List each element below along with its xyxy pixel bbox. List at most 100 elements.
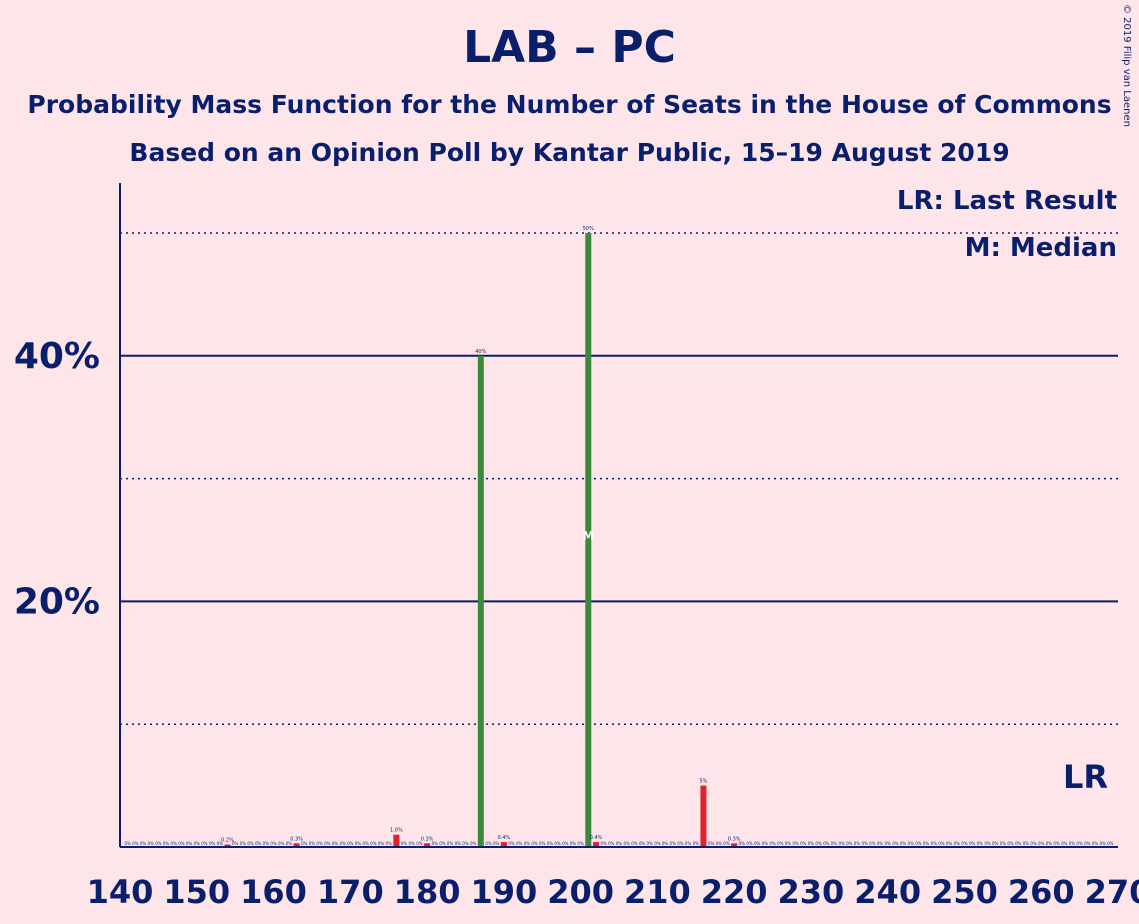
bar-label: 0% [931, 841, 938, 846]
bar-label: 0% [854, 841, 861, 846]
bar-label: 0% [616, 841, 623, 846]
bar-label: 0% [155, 841, 162, 846]
bar-label: 0% [969, 841, 976, 846]
bar-label: 0% [892, 841, 899, 846]
bar-label: 0% [1107, 841, 1114, 846]
bar-label: 0% [877, 841, 884, 846]
bar-label: 0% [148, 841, 155, 846]
bar-label: 0% [508, 841, 515, 846]
y-tick-label: 20% [14, 581, 100, 622]
bar [731, 843, 738, 847]
bar-label: 0% [132, 841, 139, 846]
bar-label: 0% [355, 841, 362, 846]
bar-label: 0% [977, 841, 984, 846]
bar-label: 0% [455, 841, 462, 846]
bar-label: 0% [900, 841, 907, 846]
x-tick-label: 210 [624, 873, 691, 911]
bar-label: 0% [1000, 841, 1007, 846]
bar-label: 0.3% [728, 836, 741, 842]
bar-label: 0% [577, 841, 584, 846]
bar-label: 0% [493, 841, 500, 846]
bar-label: 0% [339, 841, 346, 846]
bar-label: 0.4% [497, 835, 510, 841]
y-tick-label: 40% [14, 336, 100, 377]
bar-label: 0% [762, 841, 769, 846]
bar-label: 0% [861, 841, 868, 846]
bar-label: 0% [800, 841, 807, 846]
legend-last-result: LR: Last Result [896, 186, 1117, 216]
bar-label: 0% [201, 841, 208, 846]
bar-label: 0% [1038, 841, 1045, 846]
bar-label: 0% [670, 841, 677, 846]
bar-label: 0% [647, 841, 654, 846]
bar-label: 0% [240, 841, 247, 846]
chart-subtitle-line1: Probability Mass Function for the Number… [27, 90, 1112, 119]
bar-label: 0% [685, 841, 692, 846]
bar-label: 0% [1053, 841, 1060, 846]
bar-label: 0% [524, 841, 531, 846]
bar-label: 5% [699, 779, 707, 785]
bar-label: 0% [1076, 841, 1083, 846]
axes [119, 183, 1118, 848]
bar-label: 0% [570, 841, 577, 846]
bar-label: 0% [946, 841, 953, 846]
bar-label: 0% [639, 841, 646, 846]
bar-label: 0% [171, 841, 178, 846]
x-tick-label: 240 [854, 873, 921, 911]
bar-label: 0% [554, 841, 561, 846]
x-tick-label: 270 [1085, 873, 1139, 911]
bar-label: 0% [470, 841, 477, 846]
bar-label: 0% [838, 841, 845, 846]
bar-label: 0% [124, 841, 131, 846]
bar-label: 0% [769, 841, 776, 846]
bar-label: 0% [654, 841, 661, 846]
x-tick-label: 140 [87, 873, 154, 911]
bar-label: 0% [831, 841, 838, 846]
bar-label: 0% [1092, 841, 1099, 846]
bars [224, 233, 738, 847]
bar [224, 844, 231, 847]
bar-label: 0% [777, 841, 784, 846]
bar-label: 50% [583, 226, 594, 232]
bar-label: 0% [178, 841, 185, 846]
x-tick-label: 160 [240, 873, 307, 911]
bar-label: 0% [347, 841, 354, 846]
bar-label: 0% [401, 841, 408, 846]
bar-label: 0% [915, 841, 922, 846]
bar [424, 843, 431, 847]
bar-label: 0% [286, 841, 293, 846]
bar-label: 0.2% [221, 838, 234, 844]
bar-label: 0% [378, 841, 385, 846]
bar-label: 0% [885, 841, 892, 846]
bar-label: 0% [432, 841, 439, 846]
bar-label: 0% [785, 841, 792, 846]
bar-label: 0% [278, 841, 285, 846]
bar [592, 842, 599, 847]
x-tick-label: 260 [1008, 873, 1075, 911]
x-tick-label: 200 [547, 873, 614, 911]
bar-label: 0% [984, 841, 991, 846]
x-tick-label: 170 [317, 873, 384, 911]
bar-label: 0% [386, 841, 393, 846]
x-tick-label: 150 [163, 873, 230, 911]
bar [477, 355, 484, 847]
bar-label: 0% [677, 841, 684, 846]
bar-label: 0% [992, 841, 999, 846]
bar-label: 1.0% [390, 828, 403, 834]
bar-label: 0% [1030, 841, 1037, 846]
bar [293, 843, 300, 847]
bar-label: 0% [562, 841, 569, 846]
bar-label: 0% [194, 841, 201, 846]
bar-label: 0% [1069, 841, 1076, 846]
bar-label: 0% [815, 841, 822, 846]
bar-label: 0% [808, 841, 815, 846]
chart-title: LAB – PC [463, 22, 676, 73]
median-marker: M [582, 529, 594, 543]
bar-label: 0% [608, 841, 615, 846]
bar-label: 0% [263, 841, 270, 846]
bar-label: 0% [539, 841, 546, 846]
legend-median: M: Median [964, 233, 1117, 263]
bar-label: 0% [631, 841, 638, 846]
bar-label: 0% [600, 841, 607, 846]
